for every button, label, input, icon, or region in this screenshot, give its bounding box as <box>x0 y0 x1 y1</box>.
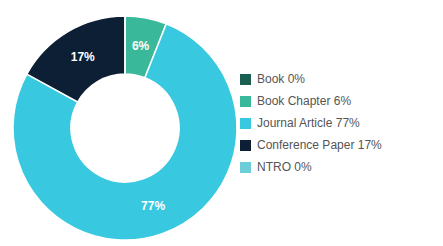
html-text:Book 0%: Book 0% <box>257 72 305 86</box>
svg-text:6%: 6% <box>132 39 150 53</box>
svg-text:17%: 17% <box>71 50 95 64</box>
html-text:Conference Paper 17%: Conference Paper 17% <box>257 138 382 152</box>
html-text:Journal Article 77%: Journal Article 77% <box>257 116 360 130</box>
html-text:NTRO 0%: NTRO 0% <box>257 160 312 174</box>
svg-text:77%: 77% <box>141 199 165 213</box>
html-text:Book Chapter 6%: Book Chapter 6% <box>257 94 352 108</box>
